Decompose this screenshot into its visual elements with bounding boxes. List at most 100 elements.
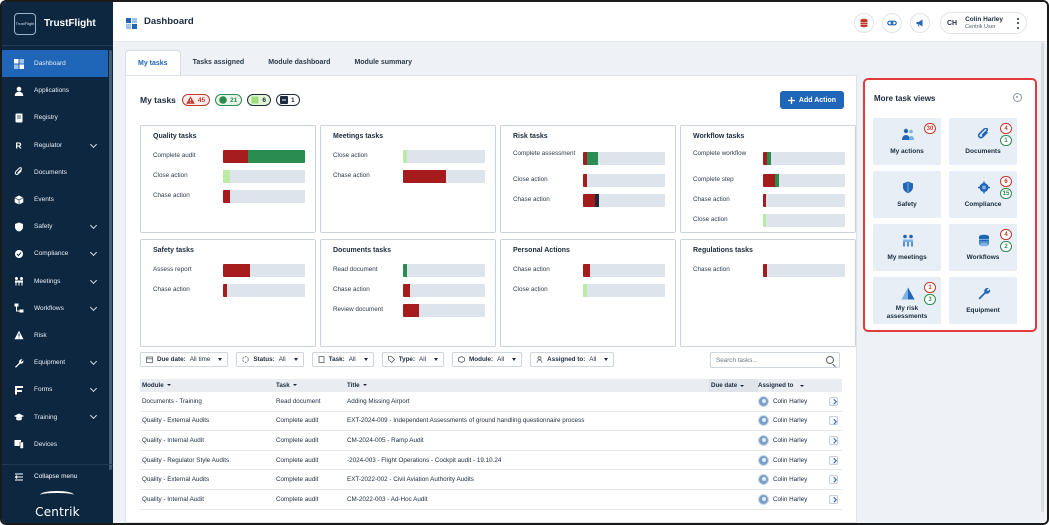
column-assigned-to[interactable]: Assigned to <box>758 382 842 389</box>
task-progress-bar[interactable] <box>403 264 485 277</box>
task-progress-bar[interactable] <box>763 152 845 165</box>
task-row[interactable]: Close action <box>153 170 309 190</box>
tab-my-tasks[interactable]: My tasks <box>125 50 181 75</box>
table-row[interactable]: Quality - External Audits Complete audit E… <box>140 412 842 432</box>
filter-due-date[interactable]: Due date: All time <box>140 352 229 367</box>
add-action-button[interactable]: Add Action <box>779 91 844 109</box>
open-task-button[interactable] <box>829 475 838 485</box>
task-progress-bar[interactable] <box>223 284 305 297</box>
sidebar-item-meetings[interactable]: Meetings <box>2 268 108 295</box>
task-view-my-meetings[interactable]: My meetings <box>873 224 941 271</box>
tab-tasks-assigned[interactable]: Tasks assigned <box>192 59 245 66</box>
filter-type[interactable]: Type: All <box>381 352 445 367</box>
status-badge[interactable]: 21 <box>215 94 243 106</box>
task-row[interactable]: Complete audit <box>153 150 309 170</box>
task-progress-bar[interactable] <box>403 304 485 317</box>
task-row[interactable]: Review document <box>333 304 489 324</box>
task-row[interactable]: Complete workflow <box>693 150 849 170</box>
task-progress-bar[interactable] <box>403 170 485 183</box>
search-input[interactable]: Search tasks... <box>710 352 840 368</box>
status-badge[interactable]: 1 <box>276 94 300 106</box>
database-button[interactable] <box>854 13 875 33</box>
task-progress-bar[interactable] <box>403 150 485 163</box>
sidebar-item-registry[interactable]: Registry <box>2 104 108 131</box>
cell-title[interactable]: -2024-003 - Flight Operations - Cockpit … <box>347 456 502 464</box>
collapse-menu-button[interactable]: Collapse menu <box>2 464 113 488</box>
table-row[interactable]: Quality - Internal Audit Complete audit CM… <box>140 431 842 451</box>
announcements-button[interactable] <box>910 13 931 33</box>
task-progress-bar[interactable] <box>583 152 665 165</box>
status-badge[interactable]: 6 <box>247 94 272 106</box>
task-view-compliance[interactable]: Compliance 6 15 <box>949 171 1017 218</box>
table-row[interactable]: Quality - External Audits Complete audit E… <box>140 470 842 490</box>
column-task[interactable]: Task <box>276 382 347 389</box>
task-row[interactable]: Chase action <box>153 190 309 210</box>
task-progress-bar[interactable] <box>583 284 665 297</box>
task-row[interactable]: Close action <box>333 150 489 170</box>
task-progress-bar[interactable] <box>223 150 305 163</box>
sidebar-item-risk[interactable]: Risk <box>2 322 108 349</box>
brand[interactable]: TrustFlight TrustFlight <box>2 2 113 46</box>
link-button[interactable] <box>882 13 903 33</box>
task-row[interactable]: Assess report <box>153 264 309 284</box>
task-progress-bar[interactable] <box>583 174 665 187</box>
table-row[interactable]: Documents - Training Read document Adding … <box>140 392 842 412</box>
task-view-safety[interactable]: Safety <box>873 171 941 218</box>
open-task-button[interactable] <box>829 494 838 504</box>
task-row[interactable]: Chase action <box>513 264 669 284</box>
task-progress-bar[interactable] <box>223 190 305 203</box>
task-progress-bar[interactable] <box>583 264 665 277</box>
task-row[interactable]: Chase action <box>693 194 849 214</box>
task-view-equipment[interactable]: Equipment <box>949 277 1017 324</box>
task-row[interactable]: Complete assessment <box>513 150 669 170</box>
open-task-button[interactable] <box>829 455 838 465</box>
sidebar-item-events[interactable]: Events <box>2 186 108 213</box>
filter-task[interactable]: Task: All <box>311 352 374 367</box>
task-row[interactable]: Read document <box>333 264 489 284</box>
task-row[interactable]: Chase action <box>333 284 489 304</box>
status-badge[interactable]: 45 <box>181 94 211 106</box>
task-view-my-risk-assessments[interactable]: My risk assessments 1 3 <box>873 277 941 324</box>
task-row[interactable]: Chase action <box>333 170 489 190</box>
open-task-button[interactable] <box>829 435 838 445</box>
task-row[interactable]: Complete step <box>693 174 849 194</box>
sidebar-item-documents[interactable]: Documents <box>2 159 108 186</box>
cell-title[interactable]: EXT-2024-009 - Independent Assessments o… <box>347 417 585 425</box>
task-view-my-actions[interactable]: My actions 30 <box>873 118 941 165</box>
sidebar-item-workflows[interactable]: Workflows <box>2 295 108 322</box>
task-progress-bar[interactable] <box>763 264 845 277</box>
task-progress-bar[interactable] <box>223 264 305 277</box>
sidebar-item-applications[interactable]: Applications <box>2 77 108 104</box>
task-row[interactable]: Chase action <box>513 194 669 214</box>
task-progress-bar[interactable] <box>763 194 845 207</box>
table-row[interactable]: Quality - Regulator Style Audits Complete… <box>140 451 842 471</box>
cell-title[interactable]: EXT-2022-002 - Civil Aviation Authority … <box>347 476 474 484</box>
cell-title[interactable]: CM-2022-003 - Ad-Hoc Audit <box>347 495 428 503</box>
sidebar-item-forms[interactable]: Forms <box>2 376 108 403</box>
more-menu-icon[interactable] <box>1017 17 1020 29</box>
column-title[interactable]: Title <box>347 382 709 389</box>
sidebar-item-training[interactable]: Training <box>2 403 108 430</box>
sidebar-item-regulator[interactable]: R Regulator <box>2 132 108 159</box>
task-progress-bar[interactable] <box>583 194 665 207</box>
tab-module-summary[interactable]: Module summary <box>354 59 413 66</box>
open-task-button[interactable] <box>829 396 838 406</box>
task-progress-bar[interactable] <box>763 214 845 227</box>
column-due-date[interactable]: Due date <box>709 379 758 392</box>
sidebar-item-safety[interactable]: Safety <box>2 213 108 240</box>
sidebar-item-devices[interactable]: Devices <box>2 431 108 458</box>
page-scrollbar[interactable] <box>1041 42 1044 512</box>
filter-status[interactable]: Status: All <box>236 352 304 367</box>
sidebar-scrollbar[interactable] <box>109 50 112 470</box>
task-view-documents[interactable]: Documents 4 1 <box>949 118 1017 165</box>
filter-module[interactable]: Module: All <box>452 352 523 367</box>
open-task-button[interactable] <box>829 416 838 426</box>
task-row[interactable]: Chase action <box>153 284 309 304</box>
sidebar-item-equipment[interactable]: Equipment <box>2 349 108 376</box>
task-row[interactable]: Chase action <box>693 264 849 284</box>
task-progress-bar[interactable] <box>763 174 845 187</box>
cell-title[interactable]: Adding Missing Airport <box>347 397 410 405</box>
filter-assigned-to[interactable]: Assigned to: All <box>530 352 615 367</box>
gear-icon[interactable] <box>1013 93 1022 102</box>
task-progress-bar[interactable] <box>403 284 485 297</box>
